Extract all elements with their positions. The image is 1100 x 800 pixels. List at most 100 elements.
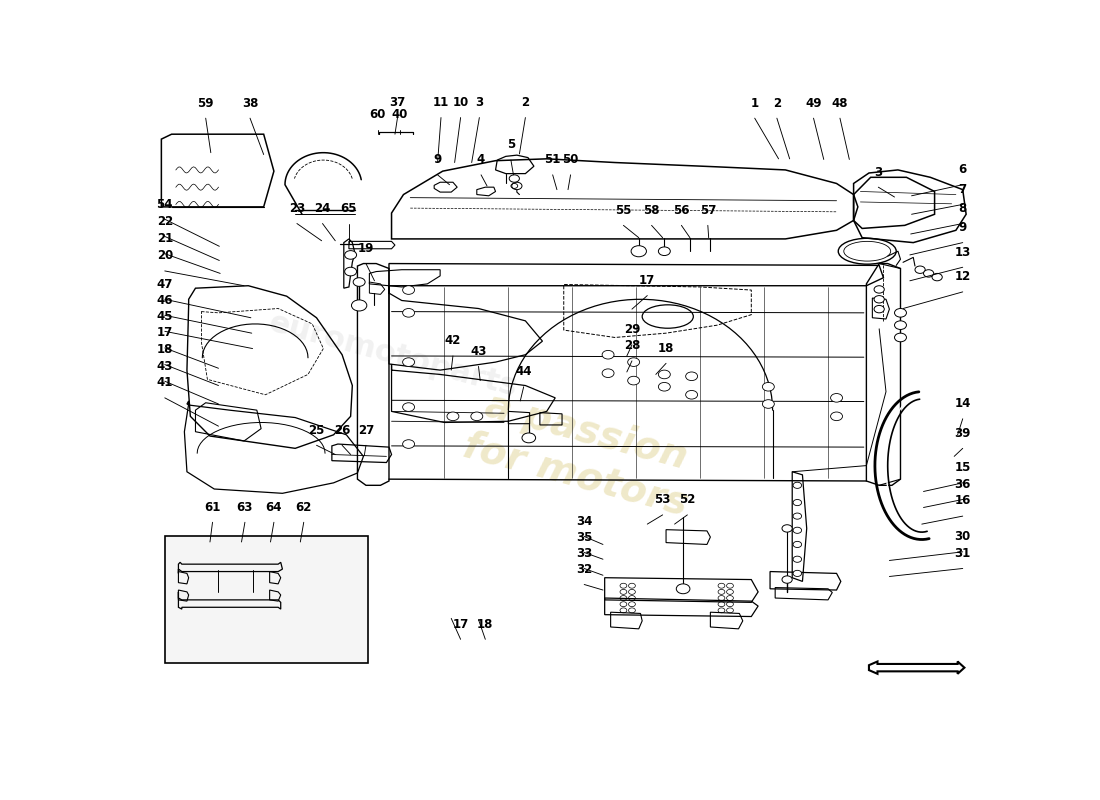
Text: 12: 12	[955, 270, 971, 283]
Text: 41: 41	[156, 376, 173, 390]
Text: a passion
for motors: a passion for motors	[459, 384, 703, 522]
Text: 57: 57	[700, 204, 716, 217]
Circle shape	[512, 182, 522, 190]
Circle shape	[894, 333, 906, 342]
Text: 49: 49	[805, 97, 822, 110]
Text: 3: 3	[475, 96, 483, 109]
Text: 28: 28	[624, 339, 640, 352]
Text: 17: 17	[639, 274, 656, 287]
Circle shape	[894, 309, 906, 317]
FancyBboxPatch shape	[165, 537, 367, 662]
Text: 39: 39	[955, 426, 971, 440]
Text: 29: 29	[624, 323, 640, 336]
Circle shape	[874, 306, 884, 313]
Text: 21: 21	[156, 232, 173, 245]
Text: 64: 64	[266, 501, 282, 514]
Text: 11: 11	[433, 96, 449, 109]
Circle shape	[403, 440, 415, 448]
Circle shape	[793, 513, 802, 519]
Text: 61: 61	[205, 501, 221, 514]
Circle shape	[344, 250, 356, 259]
Text: 37: 37	[389, 96, 406, 109]
Text: 4: 4	[477, 154, 485, 166]
Text: 47: 47	[156, 278, 173, 290]
Text: 59: 59	[198, 97, 213, 110]
Text: 2: 2	[521, 96, 529, 109]
Circle shape	[782, 525, 792, 532]
Text: 23: 23	[289, 202, 305, 215]
Circle shape	[830, 412, 843, 421]
Circle shape	[762, 382, 774, 391]
Circle shape	[685, 372, 697, 381]
Text: 32: 32	[576, 563, 592, 576]
Text: 43: 43	[471, 345, 486, 358]
Text: 63: 63	[236, 501, 253, 514]
Text: 51: 51	[544, 154, 561, 166]
Circle shape	[915, 266, 925, 274]
Text: 8: 8	[958, 202, 967, 215]
Text: 34: 34	[576, 515, 593, 528]
Text: 15: 15	[955, 462, 971, 474]
Text: 9: 9	[958, 221, 967, 234]
Text: 53: 53	[654, 494, 671, 506]
Circle shape	[782, 576, 792, 583]
Circle shape	[659, 247, 670, 255]
Text: 2: 2	[773, 97, 781, 110]
Text: 5: 5	[507, 138, 515, 151]
Circle shape	[793, 556, 802, 562]
Text: 42: 42	[444, 334, 461, 347]
Text: 50: 50	[562, 154, 579, 166]
Text: 54: 54	[156, 198, 173, 210]
Text: 48: 48	[832, 97, 848, 110]
Text: 1: 1	[750, 97, 759, 110]
Text: 44: 44	[516, 365, 532, 378]
Circle shape	[602, 350, 614, 359]
Circle shape	[403, 402, 415, 411]
Text: 17: 17	[156, 326, 173, 339]
Circle shape	[874, 286, 884, 293]
Text: 60: 60	[370, 108, 386, 122]
Text: 24: 24	[315, 202, 331, 215]
Text: 62: 62	[296, 501, 312, 514]
Text: euromotoparts: euromotoparts	[266, 307, 520, 402]
Text: 56: 56	[673, 204, 690, 217]
Text: 52: 52	[679, 494, 695, 506]
Circle shape	[932, 274, 943, 281]
Text: 33: 33	[576, 547, 592, 560]
Text: 9: 9	[433, 154, 442, 166]
Text: 7: 7	[959, 182, 967, 196]
Text: 26: 26	[334, 424, 350, 437]
Circle shape	[628, 376, 639, 385]
Circle shape	[894, 321, 906, 330]
Text: 43: 43	[156, 359, 173, 373]
Circle shape	[631, 246, 647, 257]
Circle shape	[685, 390, 697, 399]
Text: 31: 31	[955, 547, 971, 560]
Text: 27: 27	[358, 424, 374, 437]
Circle shape	[676, 584, 690, 594]
Text: 20: 20	[156, 250, 173, 262]
Text: 38: 38	[242, 97, 258, 110]
Circle shape	[353, 278, 365, 286]
Circle shape	[924, 270, 934, 277]
Text: 3: 3	[874, 166, 882, 178]
Text: 14: 14	[955, 397, 971, 410]
Circle shape	[793, 499, 802, 506]
Circle shape	[793, 570, 802, 577]
Text: 17: 17	[452, 618, 469, 630]
Circle shape	[874, 295, 884, 303]
Text: 10: 10	[452, 96, 469, 109]
Text: 65: 65	[341, 202, 358, 215]
Circle shape	[509, 175, 519, 182]
Text: 45: 45	[156, 310, 173, 322]
Text: 19: 19	[358, 242, 374, 255]
Circle shape	[659, 382, 670, 391]
Text: 13: 13	[955, 246, 971, 258]
Circle shape	[471, 412, 483, 421]
Circle shape	[344, 267, 356, 276]
Circle shape	[793, 542, 802, 547]
Circle shape	[659, 370, 670, 378]
Text: 18: 18	[156, 343, 173, 356]
Circle shape	[628, 358, 639, 366]
Circle shape	[403, 286, 415, 294]
